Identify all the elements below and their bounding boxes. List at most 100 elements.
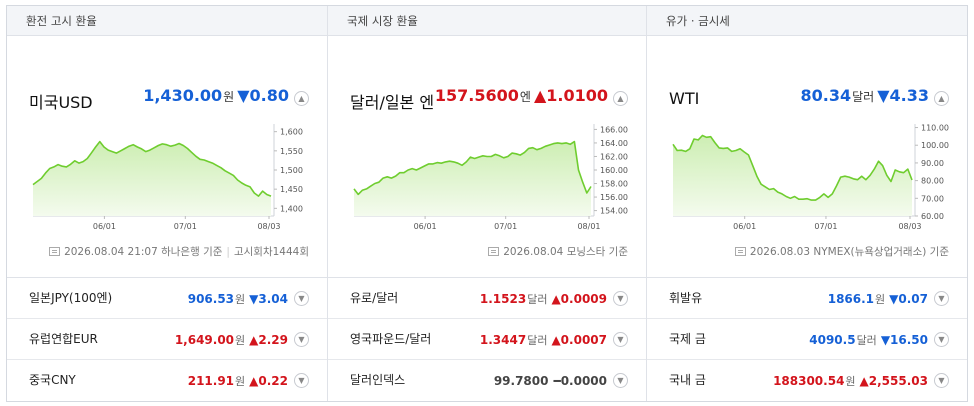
x-tick-label: 08/03: [898, 222, 921, 231]
y-tick-label: 70.00: [921, 194, 944, 203]
series-area: [673, 135, 912, 216]
panel-header[interactable]: 유가 · 금시세: [647, 6, 967, 36]
list-item[interactable]: 유럽연합EUR 1,649.00 원 ▲2.29 ▼: [7, 319, 327, 360]
series-area: [354, 141, 591, 216]
item-change: ▼0.07: [889, 291, 928, 306]
source-separator: |: [226, 245, 230, 258]
y-tick-label: 110.00: [921, 124, 949, 133]
y-tick-label: 1,600: [280, 128, 303, 137]
y-tick-label: 100.00: [921, 141, 949, 150]
y-tick-label: 154.00: [600, 207, 628, 216]
panel-intl-exchange: 국제 시장 환율 달러/일본 엔 157.5600 엔 ▲1.0100 ▲ 15…: [327, 6, 646, 401]
exchange-widget: 환전 고시 환율 미국USD 1,430.00 원 ▼0.80 ▲ 1,400 1…: [6, 5, 968, 402]
x-tick-label: 06/01: [733, 222, 756, 231]
y-tick-label: 80.00: [921, 177, 944, 186]
item-value: 99.7800: [493, 373, 549, 388]
chevron-down-icon[interactable]: ▼: [294, 291, 309, 306]
item-change: ▼16.50: [880, 332, 928, 347]
x-tick-label: 07/01: [814, 222, 837, 231]
series-line: [32, 140, 272, 197]
item-change: ▲0.22: [249, 373, 288, 388]
price-change: ▼0.80: [237, 86, 289, 105]
x-tick-label: 06/01: [414, 222, 437, 231]
item-unit: 원: [875, 292, 886, 306]
list-item[interactable]: 유로/달러 1.1523 달러 ▲0.0009 ▼: [328, 278, 646, 319]
item-change: ▲0.0007: [551, 332, 607, 347]
y-tick-label: 90.00: [921, 159, 944, 168]
list-item[interactable]: 일본JPY(100엔) 906.53 원 ▼3.04 ▼: [7, 278, 327, 319]
x-tick-label: 06/01: [93, 222, 116, 231]
chevron-up-icon[interactable]: ▲: [613, 91, 628, 106]
chevron-up-icon[interactable]: ▲: [294, 91, 309, 106]
item-name: 국내 금: [669, 373, 706, 387]
chevron-down-icon[interactable]: ▼: [294, 332, 309, 347]
item-unit: 달러: [527, 333, 548, 347]
item-name: 달러인덱스: [350, 373, 406, 387]
item-value: 1.3447: [479, 332, 527, 347]
item-change: ▲0.0009: [551, 291, 607, 306]
y-tick-label: 164.00: [600, 139, 628, 148]
item-change: ▲2,555.03: [859, 373, 928, 388]
item-name: 중국CNY: [29, 373, 76, 387]
item-value: 4090.5: [809, 332, 856, 347]
y-tick-label: 1,550: [280, 147, 303, 156]
item-unit: 달러: [527, 292, 548, 306]
chevron-down-icon[interactable]: ▼: [613, 373, 628, 388]
series-line: [672, 134, 913, 201]
panel-header[interactable]: 국제 시장 환율: [328, 6, 646, 36]
main-quote[interactable]: 달러/일본 엔 157.5600 엔 ▲1.0100 ▲ 154.00 156.0…: [328, 36, 646, 278]
y-tick-label: 162.00: [600, 152, 628, 161]
source-extra: 고시회차1444회: [233, 246, 309, 258]
calendar-icon: [49, 247, 61, 256]
price-unit: 달러: [852, 90, 875, 104]
panel-exchange-notice: 환전 고시 환율 미국USD 1,430.00 원 ▼0.80 ▲ 1,400 1…: [7, 6, 327, 401]
price-change: ▲1.0100: [533, 86, 608, 105]
price-unit: 원: [223, 90, 235, 104]
y-tick-label: 158.00: [600, 180, 628, 189]
list-item[interactable]: 국제 금 4090.5 달러 ▼16.50 ▼: [647, 319, 967, 360]
item-name: 휘발유: [669, 291, 703, 305]
main-title: 미국USD: [29, 93, 93, 112]
panel-oil-gold: 유가 · 금시세 WTI 80.34 달러 ▼4.33 ▲ 60.00 70.00…: [646, 6, 967, 401]
main-title: 달러/일본 엔: [350, 93, 435, 112]
x-tick-label: 08/01: [577, 222, 600, 231]
main-quote[interactable]: WTI 80.34 달러 ▼4.33 ▲ 60.00 70.00 80.00 90.0…: [647, 36, 967, 278]
chevron-down-icon[interactable]: ▼: [934, 373, 949, 388]
y-tick-label: 1,400: [280, 204, 303, 213]
main-price: 80.34 달러 ▼4.33: [801, 86, 929, 105]
item-unit: 원: [845, 374, 856, 388]
item-value: 906.53: [187, 291, 235, 306]
y-tick-label: 1,500: [280, 166, 303, 175]
price-value: 80.34: [800, 86, 852, 105]
line-chart: 154.00 156.00 158.00 160.00 162.00 164.00 166.…: [353, 124, 628, 231]
chevron-down-icon[interactable]: ▼: [613, 291, 628, 306]
chevron-up-icon[interactable]: ▲: [934, 91, 949, 106]
price-value: 157.5600: [434, 86, 519, 105]
item-change: ▲2.29: [249, 332, 288, 347]
list-item[interactable]: 휘발유 1866.1 원 ▼0.07 ▼: [647, 278, 967, 319]
line-chart: 1,400 1,450 1,500 1,550 1,600 06/01 07/01 08/03: [32, 124, 303, 231]
list-item[interactable]: 달러인덱스 99.7800 ━0.0000 ▼: [328, 360, 646, 401]
chevron-down-icon[interactable]: ▼: [934, 332, 949, 347]
list-item[interactable]: 국내 금 188300.54 원 ▲2,555.03 ▼: [647, 360, 967, 401]
calendar-icon: [488, 247, 500, 256]
item-name: 영국파운드/달러: [350, 332, 432, 346]
y-tick-label: 166.00: [600, 125, 628, 134]
chevron-down-icon[interactable]: ▼: [934, 291, 949, 306]
source-date: 2026.08.04 모닝스타 기준: [503, 246, 628, 258]
price-change: ▼4.33: [877, 86, 929, 105]
item-value: 1,649.00: [174, 332, 235, 347]
y-tick-label: 60.00: [921, 212, 944, 221]
source-info: 2026.08.03 NYMEX(뉴욕상업거래소) 기준: [734, 244, 949, 259]
chevron-down-icon[interactable]: ▼: [294, 373, 309, 388]
x-tick-label: 07/01: [494, 222, 517, 231]
list-item[interactable]: 중국CNY 211.91 원 ▲0.22 ▼: [7, 360, 327, 401]
price-value: 1,430.00: [143, 86, 223, 105]
item-value: 1.1523: [479, 291, 527, 306]
chevron-down-icon[interactable]: ▼: [613, 332, 628, 347]
panel-header[interactable]: 환전 고시 환율: [7, 6, 327, 36]
main-price: 157.5600 엔 ▲1.0100: [435, 86, 608, 105]
main-quote[interactable]: 미국USD 1,430.00 원 ▼0.80 ▲ 1,400 1,450 1,500…: [7, 36, 327, 278]
source-date: 2026.08.04 21:07 하나은행 기준: [64, 246, 223, 258]
list-item[interactable]: 영국파운드/달러 1.3447 달러 ▲0.0007 ▼: [328, 319, 646, 360]
